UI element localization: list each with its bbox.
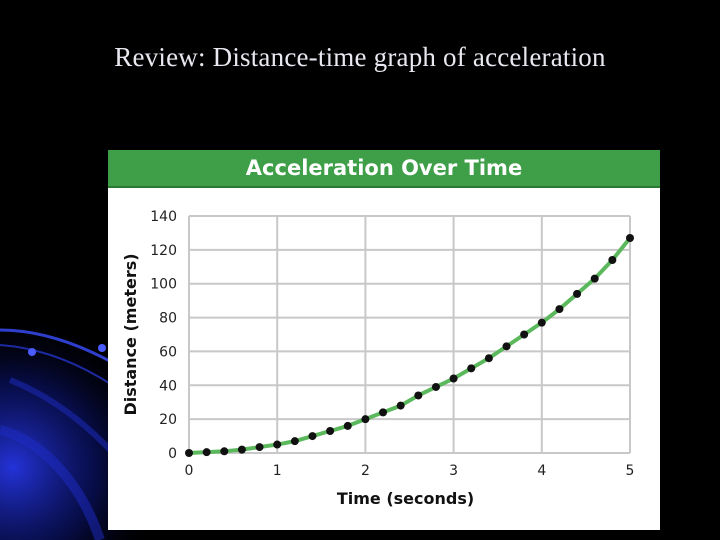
data-point [431, 382, 440, 391]
data-point [237, 445, 246, 454]
x-tick-label: 2 [361, 463, 370, 479]
data-point [502, 342, 511, 351]
data-point [273, 440, 282, 449]
data-point [290, 437, 299, 446]
data-point [379, 408, 388, 417]
y-tick-label: 20 [159, 412, 177, 428]
data-point [555, 305, 564, 314]
y-tick-label: 0 [168, 446, 177, 462]
x-tick-label: 0 [185, 463, 194, 479]
data-point [326, 426, 335, 435]
y-tick-label: 100 [150, 277, 177, 293]
data-point [520, 330, 529, 339]
data-point [449, 374, 458, 383]
data-point [414, 391, 423, 400]
data-point [255, 443, 264, 452]
x-axis-label: Time (seconds) [337, 489, 474, 508]
data-point [484, 354, 493, 363]
data-point [185, 449, 193, 457]
y-tick-label: 40 [159, 378, 177, 394]
x-tick-label: 3 [449, 463, 458, 479]
distance-time-chart: 0 20 40 60 80 100 120 140 0 1 2 3 4 5 Time (seconds) Di… [121, 209, 635, 508]
data-point [573, 289, 582, 298]
data-point [396, 401, 405, 410]
y-tick-label: 140 [150, 209, 177, 225]
data-point [467, 364, 476, 373]
data-point [608, 256, 617, 265]
y-tick-label: 60 [159, 344, 177, 360]
y-axis-label: Distance (meters) [121, 253, 140, 415]
data-point [343, 421, 352, 430]
data-point [220, 447, 229, 456]
y-tick-label: 80 [159, 311, 177, 327]
x-tick-label: 4 [537, 463, 546, 479]
data-point [590, 274, 599, 283]
data-point [626, 234, 634, 243]
x-tick-label: 1 [273, 463, 282, 479]
data-point [308, 432, 317, 441]
chart-title: Acceleration Over Time [108, 150, 660, 188]
y-tick-label: 120 [150, 243, 177, 259]
data-point [202, 448, 211, 457]
slide-title: Review: Distance-time graph of accelerat… [114, 42, 606, 72]
series-line [188, 236, 632, 455]
x-tick-label: 5 [626, 463, 635, 479]
data-point [361, 415, 370, 424]
chart-card: Acceleration Over Time 0 20 40 60 80 100 120 14… [108, 150, 660, 530]
data-point [537, 318, 546, 327]
